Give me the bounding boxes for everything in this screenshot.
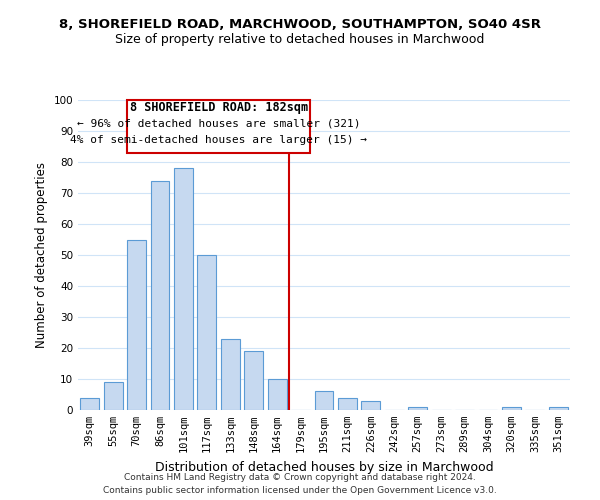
Bar [314, 392, 334, 410]
Bar [244, 351, 263, 410]
Bar [338, 398, 357, 410]
Text: 8 SHOREFIELD ROAD: 182sqm: 8 SHOREFIELD ROAD: 182sqm [130, 101, 308, 114]
Bar [502, 407, 521, 410]
Bar [80, 398, 99, 410]
Bar [221, 338, 239, 410]
Text: Size of property relative to detached houses in Marchwood: Size of property relative to detached ho… [115, 32, 485, 46]
Bar [197, 255, 216, 410]
Text: 8, SHOREFIELD ROAD, MARCHWOOD, SOUTHAMPTON, SO40 4SR: 8, SHOREFIELD ROAD, MARCHWOOD, SOUTHAMPT… [59, 18, 541, 30]
Text: Contains HM Land Registry data © Crown copyright and database right 2024.
Contai: Contains HM Land Registry data © Crown c… [103, 473, 497, 495]
Y-axis label: Number of detached properties: Number of detached properties [35, 162, 48, 348]
Bar [151, 180, 169, 410]
Bar [174, 168, 193, 410]
Bar [409, 407, 427, 410]
Bar [361, 400, 380, 410]
FancyBboxPatch shape [127, 100, 310, 152]
Bar [268, 379, 287, 410]
Bar [549, 407, 568, 410]
Text: ← 96% of detached houses are smaller (321): ← 96% of detached houses are smaller (32… [77, 118, 361, 128]
Text: 4% of semi-detached houses are larger (15) →: 4% of semi-detached houses are larger (1… [70, 136, 367, 145]
Bar [104, 382, 122, 410]
X-axis label: Distribution of detached houses by size in Marchwood: Distribution of detached houses by size … [155, 460, 493, 473]
Bar [127, 240, 146, 410]
